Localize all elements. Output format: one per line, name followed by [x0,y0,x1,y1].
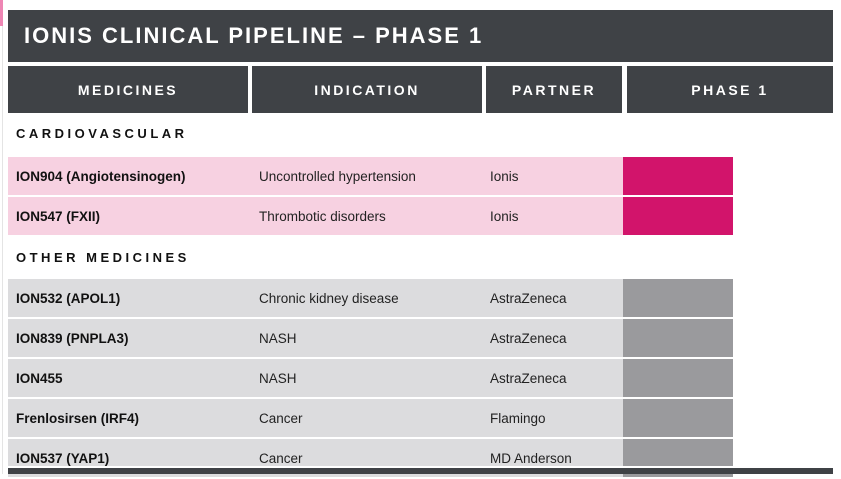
medicine-cell: ION839 (PNPLA3) [8,319,251,357]
page-edge-shadow [2,0,3,474]
column-header-phase1: PHASE 1 [627,66,833,113]
indication-cell: Thrombotic disorders [251,197,482,235]
column-header-partner: PARTNER [486,66,622,113]
next-section-bar-partial [8,466,833,474]
phase1-progress-bar [623,279,733,317]
partner-cell: AstraZeneca [482,319,623,357]
medicine-cell: Frenlosirsen (IRF4) [8,399,251,437]
table-row: ION532 (APOL1) Chronic kidney disease As… [8,279,833,317]
partner-cell: AstraZeneca [482,279,623,317]
medicine-cell: ION455 [8,359,251,397]
section-other-medicines-rows: ION532 (APOL1) Chronic kidney disease As… [8,279,833,477]
table-row: ION455 NASH AstraZeneca [8,359,833,397]
section-cardiovascular-rows: ION904 (Angiotensinogen) Uncontrolled hy… [8,157,833,235]
partner-cell: Ionis [482,197,623,235]
indication-cell: NASH [251,319,482,357]
partner-cell: Flamingo [482,399,623,437]
indication-cell: Cancer [251,399,482,437]
phase1-progress-bar [623,359,733,397]
table-row: ION547 (FXII) Thrombotic disorders Ionis [8,197,833,235]
phase1-progress-bar [623,157,733,195]
phase1-progress-bar [623,197,733,235]
table-row: Frenlosirsen (IRF4) Cancer Flamingo [8,399,833,437]
pink-accent-mark [0,0,3,26]
column-header-medicines: MEDICINES [8,66,248,113]
table-row: ION904 (Angiotensinogen) Uncontrolled hy… [8,157,833,195]
pipeline-table: IONIS CLINICAL PIPELINE – PHASE 1 MEDICI… [8,0,833,479]
indication-cell: Uncontrolled hypertension [251,157,482,195]
phase1-progress-bar [623,399,733,437]
medicine-cell: ION547 (FXII) [8,197,251,235]
partner-cell: AstraZeneca [482,359,623,397]
indication-cell: NASH [251,359,482,397]
column-header-row: MEDICINES INDICATION PARTNER PHASE 1 [8,66,833,113]
page-title: IONIS CLINICAL PIPELINE – PHASE 1 [8,10,833,62]
medicine-cell: ION532 (APOL1) [8,279,251,317]
medicine-cell: ION904 (Angiotensinogen) [8,157,251,195]
partner-cell: Ionis [482,157,623,195]
section-label-cardiovascular: CARDIOVASCULAR [16,126,188,141]
section-label-other-medicines: OTHER MEDICINES [16,250,190,265]
indication-cell: Chronic kidney disease [251,279,482,317]
column-header-indication: INDICATION [252,66,482,113]
table-row: ION839 (PNPLA3) NASH AstraZeneca [8,319,833,357]
phase1-progress-bar [623,319,733,357]
